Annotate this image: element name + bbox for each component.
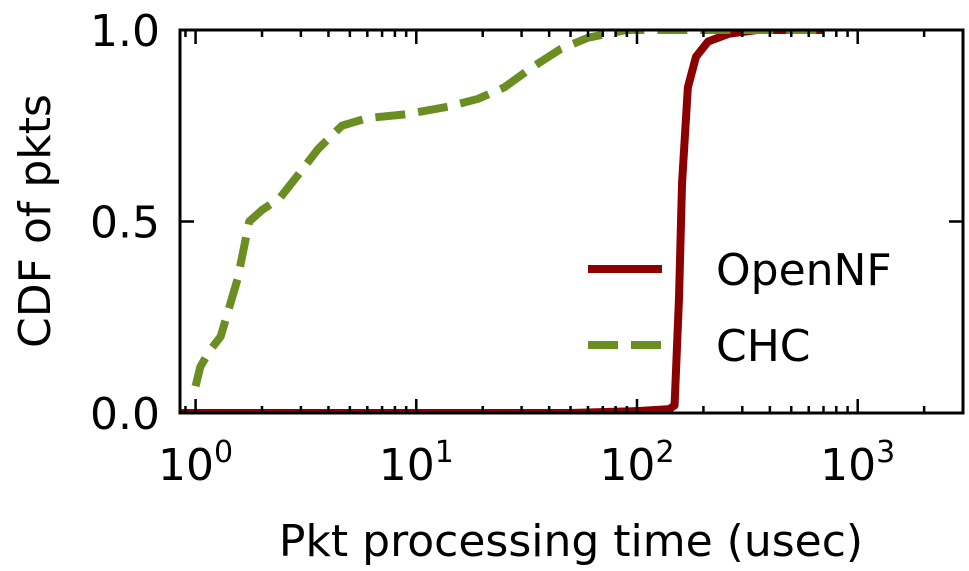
y-tick-label: 0.0 [90,389,160,440]
x-tick-label: 101 [379,435,454,491]
legend-label-chc: CHC [716,321,811,372]
y-tick-label: 0.5 [90,198,160,249]
legend: OpenNF CHC [588,245,892,372]
series-line-chc [191,30,824,388]
x-tick-label: 102 [599,435,674,491]
legend-label-opennf: OpenNF [716,245,892,296]
x-axis-label: Pkt processing time (usec) [279,516,863,567]
plot-frame [178,28,965,415]
x-tick-label: 103 [820,435,895,491]
y-axis-label: CDF of pkts [10,94,61,348]
x-tick-label: 100 [158,435,233,491]
y-tick-label: 1.0 [90,6,160,57]
